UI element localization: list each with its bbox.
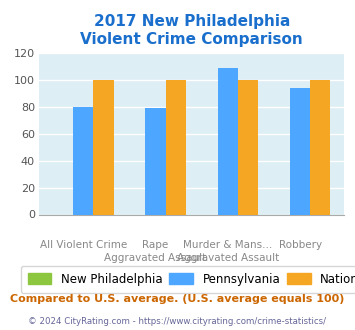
Text: Rape: Rape <box>142 240 169 249</box>
Bar <box>218 68 238 214</box>
Bar <box>238 80 258 214</box>
Text: Robbery: Robbery <box>279 240 322 249</box>
Text: Aggravated Assault: Aggravated Assault <box>177 253 279 263</box>
Bar <box>93 80 114 214</box>
Legend: New Philadelphia, Pennsylvania, National: New Philadelphia, Pennsylvania, National <box>21 266 355 293</box>
Bar <box>146 108 166 214</box>
Text: © 2024 CityRating.com - https://www.cityrating.com/crime-statistics/: © 2024 CityRating.com - https://www.city… <box>28 317 327 326</box>
Bar <box>290 88 310 214</box>
Text: Compared to U.S. average. (U.S. average equals 100): Compared to U.S. average. (U.S. average … <box>10 294 345 304</box>
Bar <box>310 80 331 214</box>
Bar <box>73 107 93 214</box>
Text: Aggravated Assault: Aggravated Assault <box>104 253 207 263</box>
Title: 2017 New Philadelphia
Violent Crime Comparison: 2017 New Philadelphia Violent Crime Comp… <box>80 14 303 48</box>
Text: Murder & Mans...: Murder & Mans... <box>183 240 273 249</box>
Text: All Violent Crime: All Violent Crime <box>40 240 127 249</box>
Bar <box>166 80 186 214</box>
